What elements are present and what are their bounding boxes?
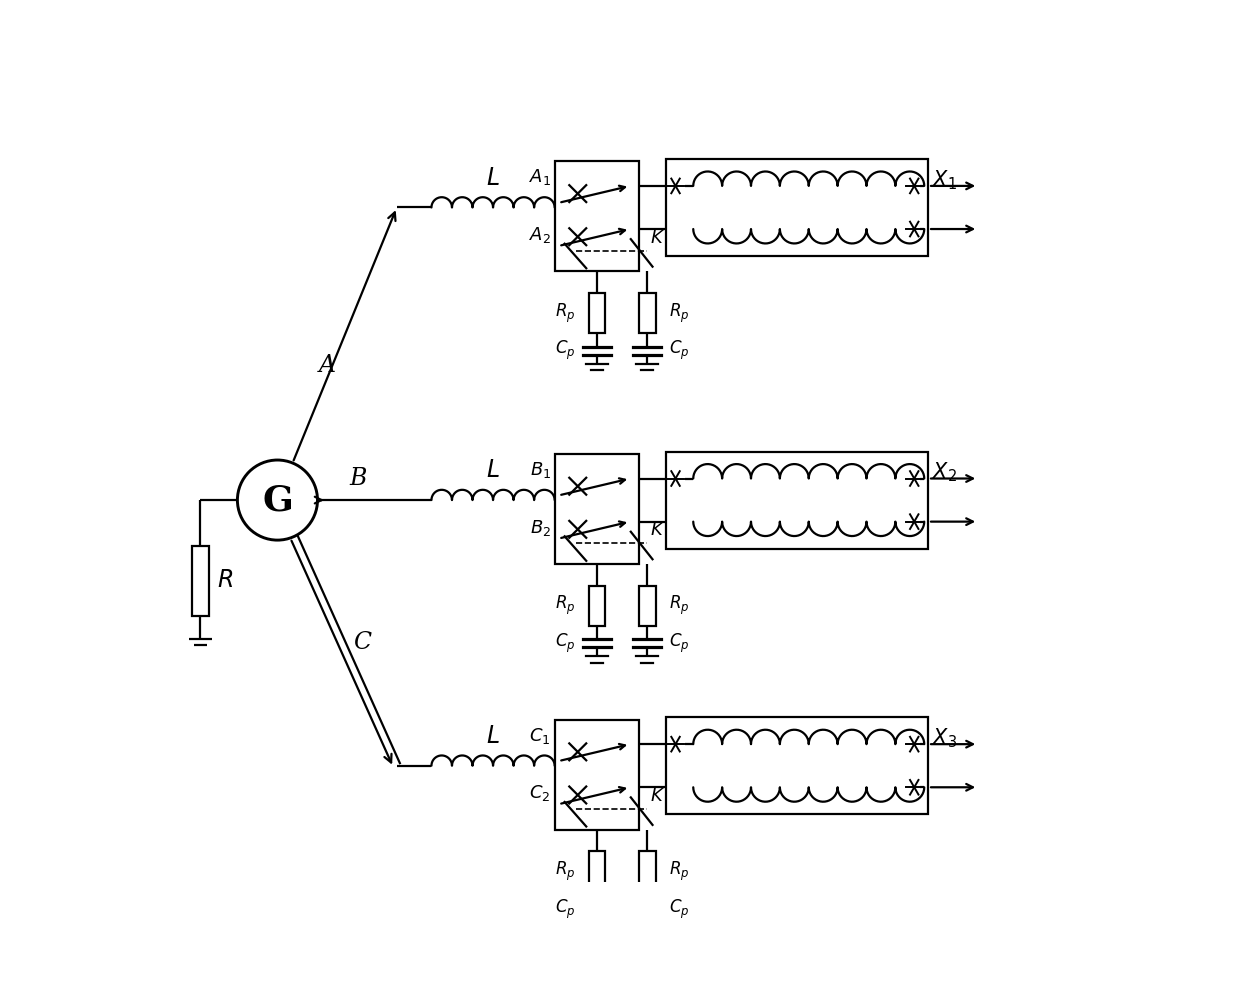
Bar <box>639 586 656 625</box>
Text: $C_p$: $C_p$ <box>556 897 575 921</box>
Text: $K$: $K$ <box>650 787 665 805</box>
Text: $K$: $K$ <box>650 521 665 539</box>
Text: $R_p$: $R_p$ <box>668 301 689 325</box>
Text: C: C <box>353 631 371 654</box>
Text: B: B <box>350 467 367 490</box>
Text: $R_p$: $R_p$ <box>668 859 689 883</box>
Text: $B_2$: $B_2$ <box>529 517 551 538</box>
Text: $X_3$: $X_3$ <box>932 726 957 750</box>
Text: $X_1$: $X_1$ <box>932 168 957 192</box>
Text: $R_p$: $R_p$ <box>556 859 575 883</box>
Bar <box>639 293 656 333</box>
Text: $C_p$: $C_p$ <box>556 339 575 363</box>
Text: $A_1$: $A_1$ <box>528 167 551 187</box>
Bar <box>666 159 928 256</box>
Circle shape <box>237 460 317 540</box>
Text: $A_2$: $A_2$ <box>528 225 551 245</box>
Bar <box>554 719 640 829</box>
Text: $R_p$: $R_p$ <box>556 594 575 617</box>
Bar <box>589 851 605 891</box>
Text: $R_p$: $R_p$ <box>668 594 689 617</box>
Text: $L$: $L$ <box>486 459 500 483</box>
Bar <box>639 851 656 891</box>
Bar <box>589 293 605 333</box>
Bar <box>589 586 605 625</box>
Bar <box>554 454 640 564</box>
Text: A: A <box>319 354 336 377</box>
Text: $L$: $L$ <box>486 166 500 189</box>
Text: $C_p$: $C_p$ <box>668 339 689 363</box>
Bar <box>554 162 640 272</box>
Text: $C_2$: $C_2$ <box>529 784 551 804</box>
Bar <box>666 717 928 815</box>
Text: $L$: $L$ <box>486 725 500 748</box>
Text: $R$: $R$ <box>217 570 233 593</box>
Text: $C_p$: $C_p$ <box>668 631 689 655</box>
Text: $C_p$: $C_p$ <box>668 897 689 921</box>
Bar <box>666 452 928 549</box>
Text: G: G <box>262 483 293 517</box>
Text: $X_2$: $X_2$ <box>932 461 957 485</box>
Text: $K$: $K$ <box>650 229 665 247</box>
Text: $B_1$: $B_1$ <box>529 460 551 480</box>
Text: $R_p$: $R_p$ <box>556 301 575 325</box>
Text: $C_p$: $C_p$ <box>556 631 575 655</box>
Bar <box>192 546 208 615</box>
Text: $C_1$: $C_1$ <box>529 725 551 745</box>
